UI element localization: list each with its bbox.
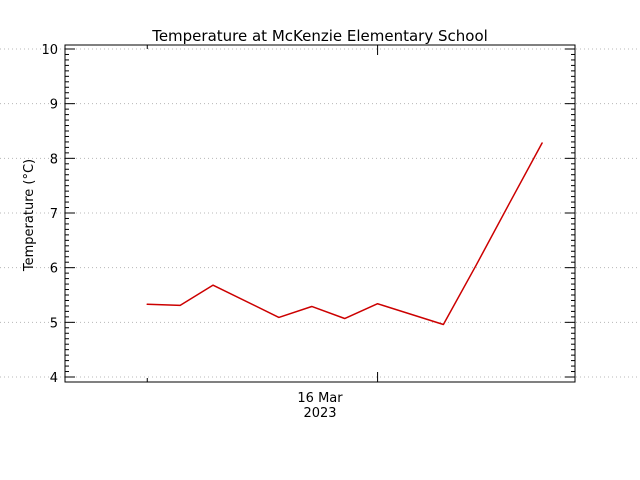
axis-ticks (65, 45, 575, 382)
y-tick-label: 6 (50, 262, 58, 277)
y-tick-labels: 4 5 6 7 8 9 10 (41, 43, 58, 386)
temperature-line (146, 142, 543, 326)
y-tick-label: 4 (50, 371, 58, 386)
y-tick-label: 8 (50, 152, 58, 167)
y-tick-label: 7 (50, 207, 58, 222)
grid-lines (0, 48, 640, 378)
y-axis-label: Temperature (°C) (22, 159, 37, 272)
x-tick-label-year: 2023 (303, 406, 336, 421)
y-tick-label: 9 (50, 98, 58, 113)
series-layer (146, 142, 543, 326)
x-tick-label-date: 16 Mar (297, 391, 343, 406)
y-tick-label: 5 (50, 316, 58, 331)
y-tick-label: 10 (41, 43, 58, 58)
chart-title: Temperature at McKenzie Elementary Schoo… (151, 27, 488, 45)
